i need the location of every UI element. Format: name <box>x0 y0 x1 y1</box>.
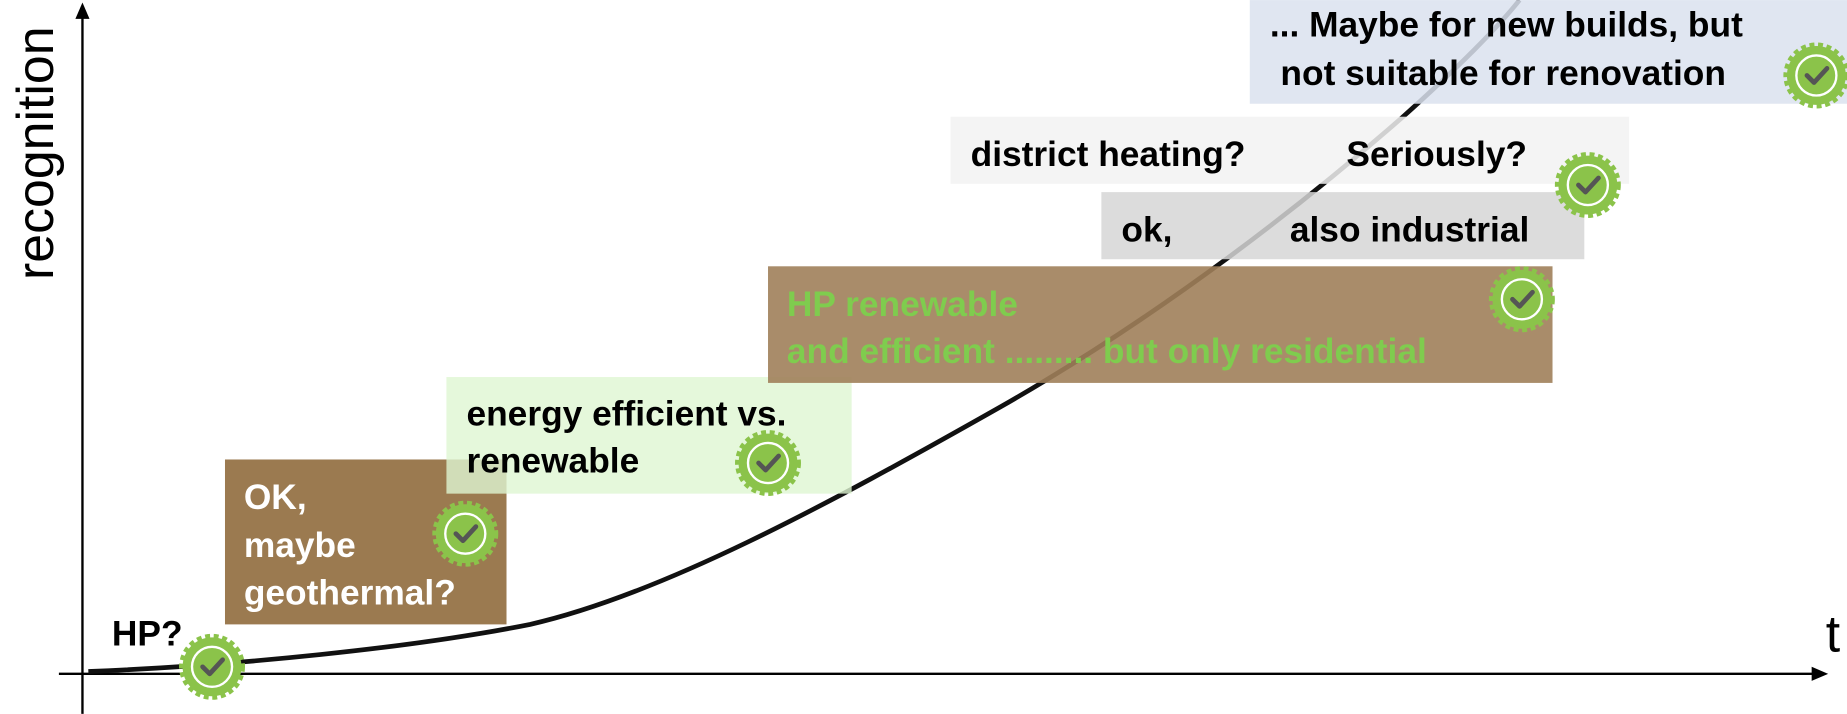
step-text: HP? <box>112 615 183 654</box>
x-label: t <box>1826 604 1841 662</box>
check-badge <box>183 637 242 696</box>
check-badge <box>436 504 495 563</box>
step-text: not suitable for renovation <box>1280 54 1726 93</box>
step-text: ok, <box>1121 211 1172 250</box>
x-arrow <box>1811 666 1829 681</box>
check-badge <box>1492 270 1551 329</box>
step-text: maybe <box>244 526 356 565</box>
step-box <box>1101 192 1585 260</box>
step-text: ... Maybe for new builds, but <box>1270 6 1743 45</box>
check-badge <box>739 434 798 493</box>
step-text: energy efficient vs. <box>466 394 786 433</box>
step-text: OK, <box>244 478 307 517</box>
y-label: recognition <box>6 26 64 279</box>
step-text: Seriously? <box>1346 135 1527 174</box>
step-text: HP renewable <box>787 285 1018 324</box>
step-text: and efficient ......... but only residen… <box>787 332 1427 371</box>
step-box <box>768 266 1553 383</box>
step-box <box>950 116 1630 184</box>
y-arrow <box>75 2 90 19</box>
check-badge <box>1787 46 1846 105</box>
step-text: geothermal? <box>244 573 456 612</box>
check-badge <box>1558 156 1617 215</box>
step-text: renewable <box>466 441 639 480</box>
step-text: also industrial <box>1290 211 1530 250</box>
step-text: district heating? <box>971 135 1246 174</box>
step-box <box>1249 0 1847 104</box>
